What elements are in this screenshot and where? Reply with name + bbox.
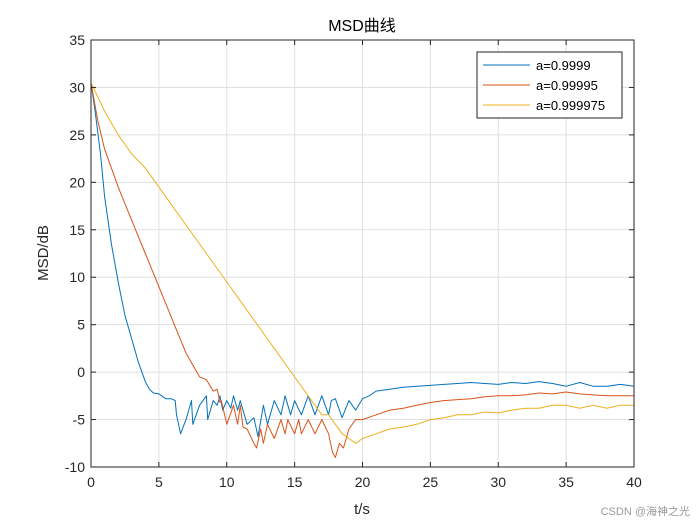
x-tick-label-1: 5 — [155, 474, 163, 490]
x-tick-label-3: 15 — [287, 474, 303, 490]
series-line-1 — [90, 82, 634, 458]
x-tick-label-4: 20 — [355, 474, 371, 490]
axis-ticks — [90, 39, 635, 468]
y-axis-label: MSD/dB — [35, 225, 52, 281]
x-tick-label-8: 40 — [626, 474, 642, 490]
y-tick-label-4: 10 — [69, 269, 85, 285]
y-tick-label-9: 35 — [69, 32, 85, 48]
y-tick-label-7: 25 — [69, 127, 85, 143]
legend-label-0: a=0.9999 — [536, 58, 591, 73]
tick-labels: 0 5 10 15 20 25 30 35 40 -10 -5 0 5 10 15 20 25 30 35 — [65, 32, 642, 490]
y-tick-label-8: 30 — [69, 79, 85, 95]
chart-title: MSD曲线 — [328, 17, 396, 35]
watermark-text: CSDN @海神之光 — [601, 504, 690, 518]
x-tick-label-6: 30 — [490, 474, 506, 490]
x-tick-label-7: 35 — [558, 474, 574, 490]
legend-label-1: a=0.99995 — [536, 78, 598, 93]
y-tick-label-6: 20 — [69, 174, 85, 190]
y-tick-label-3: 5 — [77, 317, 85, 333]
x-axis-label: t/s — [354, 501, 370, 518]
y-tick-label-5: 15 — [69, 222, 85, 238]
x-tick-label-2: 10 — [219, 474, 235, 490]
x-tick-label-5: 25 — [423, 474, 439, 490]
y-tick-label-0: -10 — [65, 459, 85, 475]
series-line-2 — [90, 82, 634, 444]
y-tick-label-2: 0 — [77, 364, 85, 380]
y-tick-label-1: -5 — [73, 412, 86, 428]
series-layer — [90, 82, 635, 458]
legend-label-2: a=0.999975 — [536, 98, 605, 113]
legend: a=0.9999 a=0.99995 a=0.999975 — [476, 51, 623, 119]
x-tick-label-0: 0 — [87, 474, 95, 490]
